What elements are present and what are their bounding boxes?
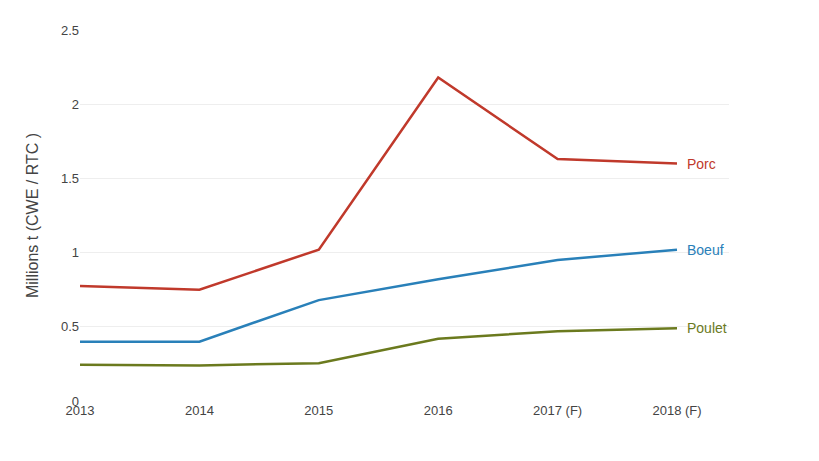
svg-text:0: 0 <box>72 394 79 409</box>
svg-text:Porc: Porc <box>687 156 716 172</box>
svg-text:2016: 2016 <box>424 403 453 418</box>
svg-text:2017 (F): 2017 (F) <box>533 403 582 418</box>
svg-text:2: 2 <box>72 97 79 112</box>
svg-text:Boeuf: Boeuf <box>687 242 724 258</box>
svg-text:1.5: 1.5 <box>61 171 79 186</box>
svg-text:2.5: 2.5 <box>61 23 79 38</box>
svg-text:Poulet: Poulet <box>687 320 727 336</box>
svg-text:Millions t (CWE / RTC ): Millions t (CWE / RTC ) <box>24 133 41 298</box>
svg-text:2015: 2015 <box>304 403 333 418</box>
svg-text:2014: 2014 <box>185 403 214 418</box>
svg-text:2018 (F): 2018 (F) <box>652 403 701 418</box>
svg-text:2013: 2013 <box>66 403 95 418</box>
svg-text:1: 1 <box>72 245 79 260</box>
svg-text:0.5: 0.5 <box>61 319 79 334</box>
